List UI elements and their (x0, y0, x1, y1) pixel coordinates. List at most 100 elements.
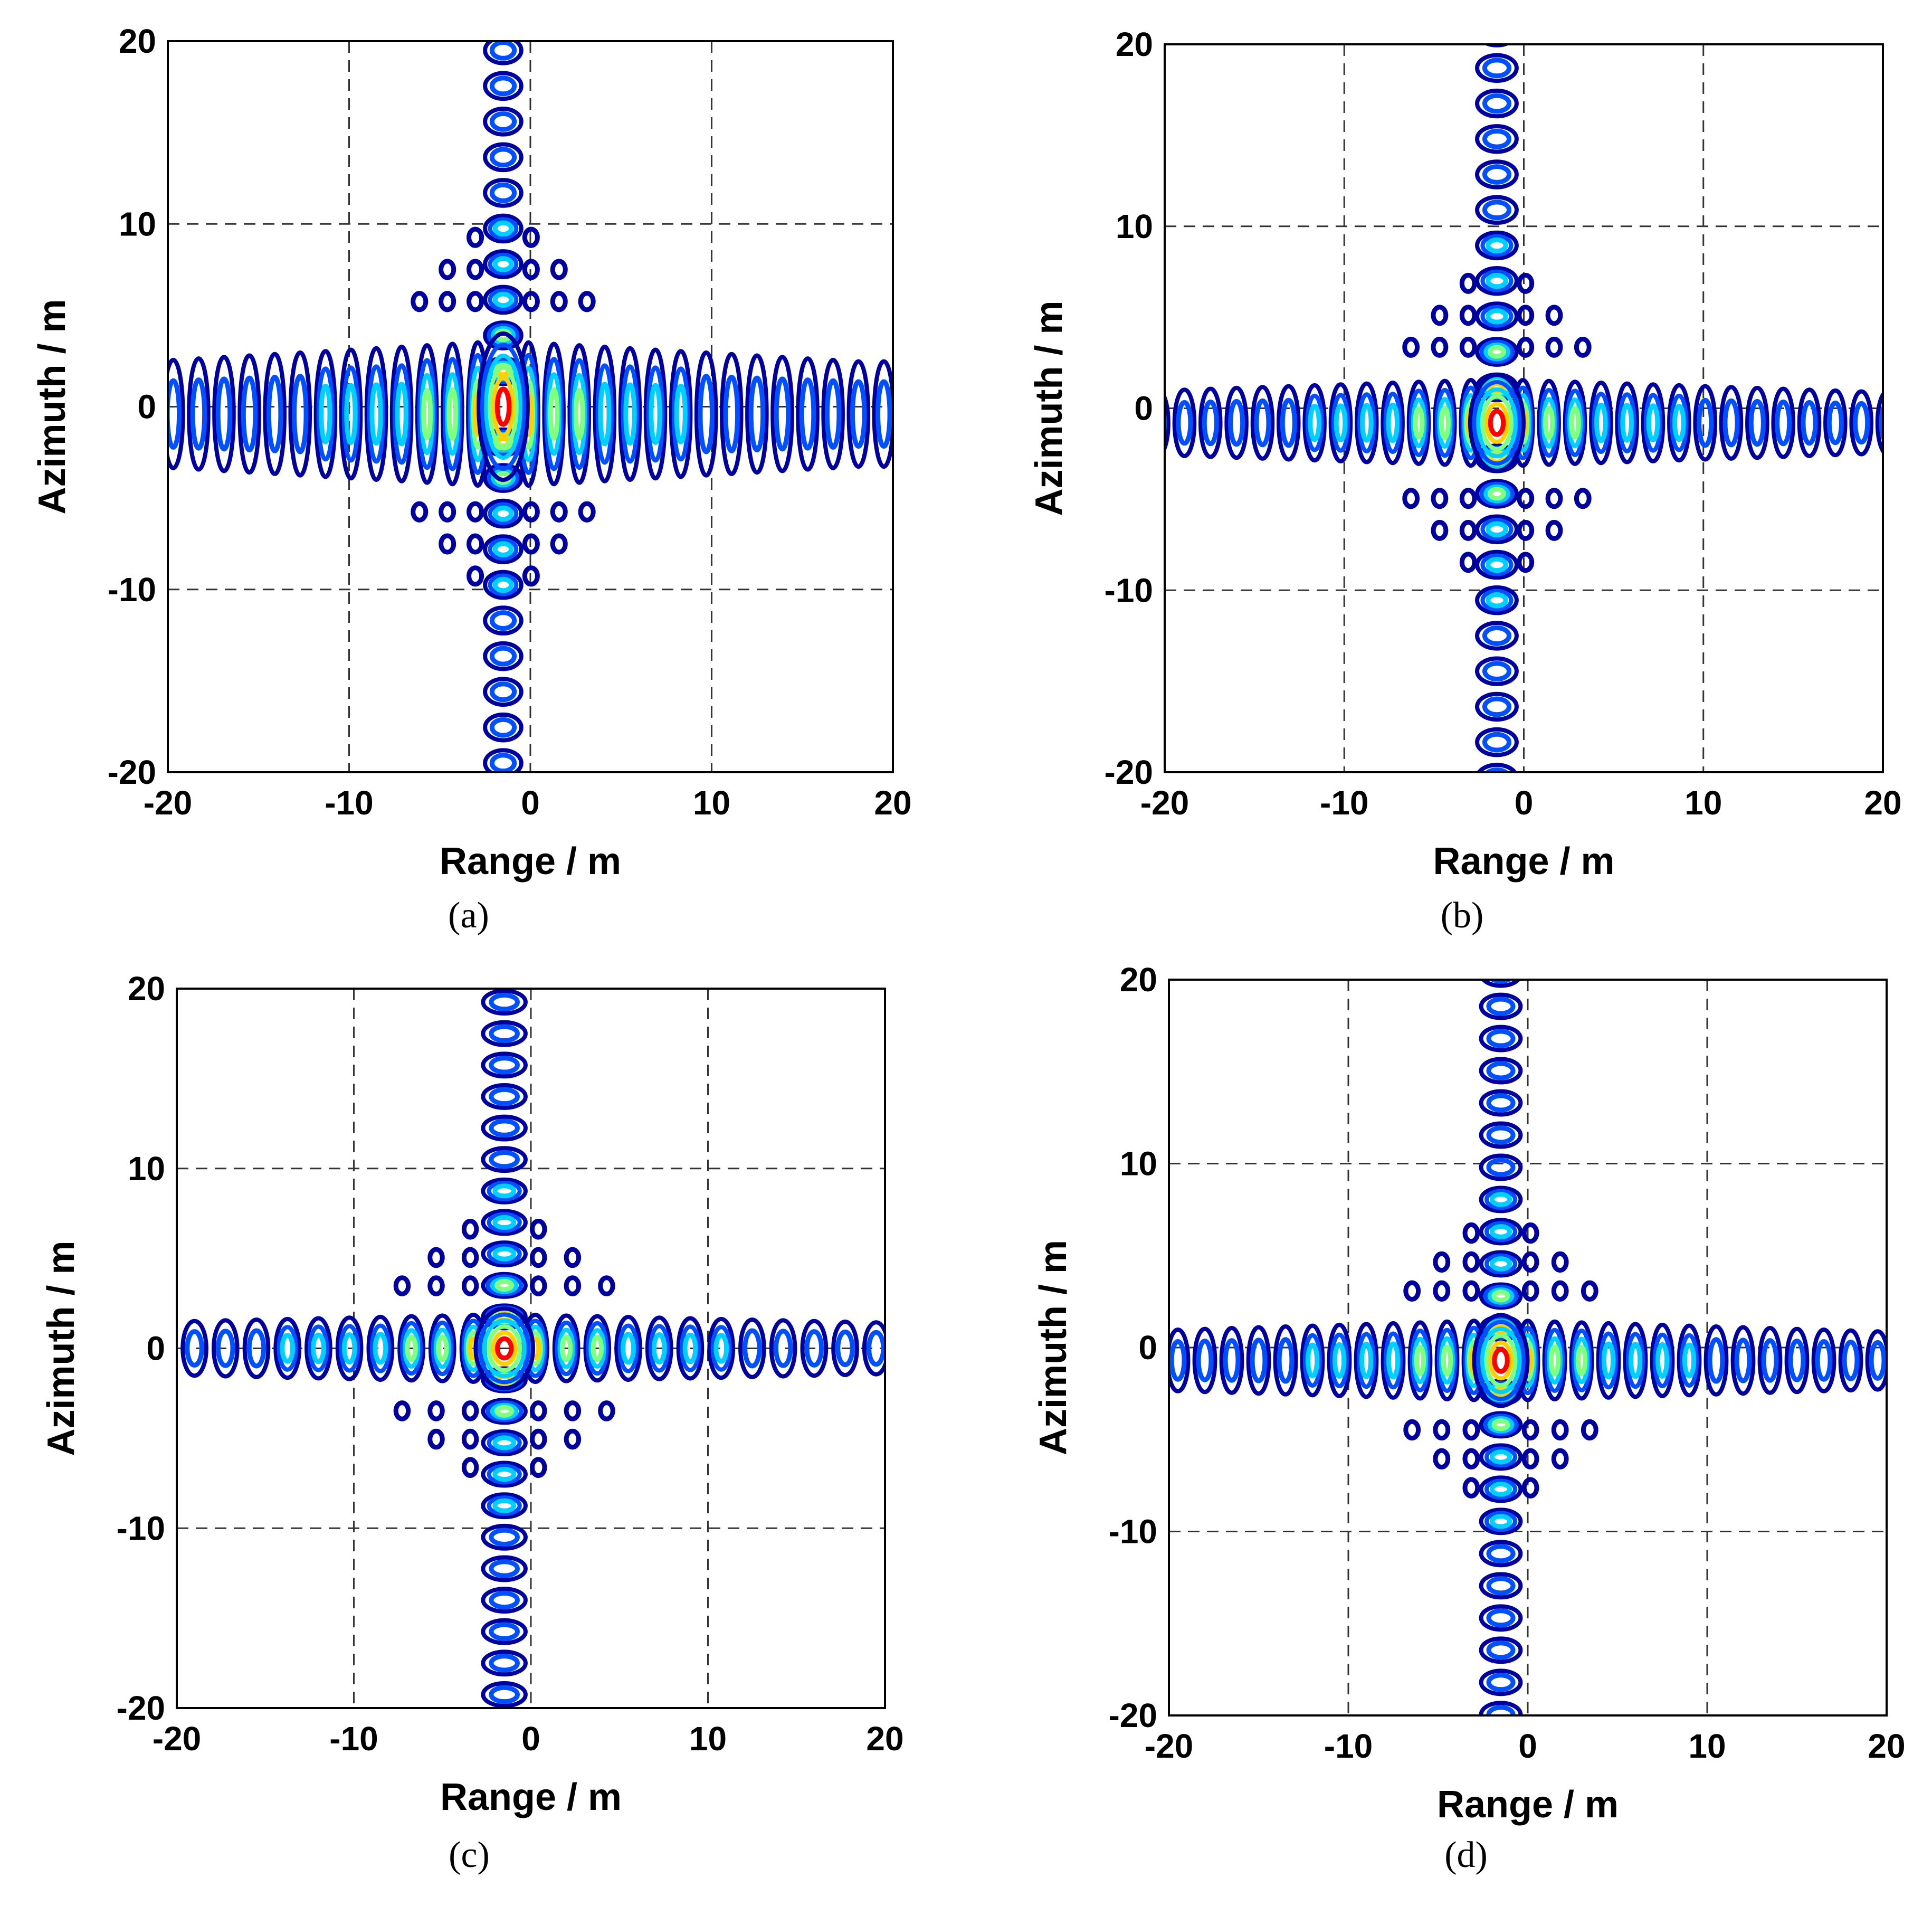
azimuth-sidelobe (1479, 1604, 1523, 1632)
contour-level-0 (366, 1314, 395, 1382)
contour-level-3 (1414, 1344, 1426, 1376)
contour-level-0 (1823, 388, 1848, 458)
contour-level-0 (180, 1319, 208, 1378)
y-tick-label: 20 (119, 22, 156, 60)
contour-level-0 (1521, 1280, 1539, 1302)
contour-level-0 (1551, 1448, 1569, 1470)
range-sidelobe (800, 1319, 829, 1378)
contour-level-2 (1486, 556, 1508, 573)
contour-level-0 (1517, 305, 1535, 326)
contour-level-0 (427, 1247, 445, 1268)
contour-level-1 (338, 1324, 360, 1373)
contour-level-1 (400, 1321, 423, 1376)
contour-level-1 (1801, 400, 1818, 446)
contour-level-0 (427, 1400, 445, 1421)
contour-level-1 (1479, 339, 1515, 364)
range-sidelobe (397, 1314, 425, 1383)
contour-level-1 (1486, 1641, 1516, 1660)
contour-level-1 (850, 379, 867, 449)
y-axis-label: Azimuth / m (1028, 301, 1070, 516)
contour-level-1 (1486, 1093, 1516, 1113)
range-sidelobe (1730, 1325, 1756, 1396)
cross-sidelobe (1459, 336, 1477, 358)
x-tick-label: -10 (325, 784, 374, 822)
azimuth-sidelobe (1475, 53, 1519, 83)
y-tick-label: 0 (137, 388, 156, 426)
contour-level-0 (1521, 1477, 1539, 1499)
azimuth-sidelobe (1475, 124, 1519, 154)
contour-level-2 (1486, 237, 1508, 254)
azimuth-sidelobe (1475, 727, 1519, 757)
contour-level-1 (489, 717, 517, 738)
azimuth-sidelobe (1479, 1443, 1523, 1471)
contour-level-1 (1617, 392, 1636, 453)
contour-level-2 (1489, 1449, 1512, 1465)
contour-level-1 (1383, 392, 1402, 454)
contour-level-1 (246, 1328, 267, 1369)
contour-level-2 (1332, 1342, 1347, 1379)
range-sidelobe (212, 355, 236, 473)
azimuth-sidelobe (1476, 763, 1518, 772)
cross-sidelobe (564, 1428, 582, 1450)
cross-sidelobe (467, 565, 484, 587)
x-tick-label: 20 (1868, 1727, 1905, 1765)
contour-level-0 (483, 498, 524, 529)
contour-level-0 (1517, 272, 1535, 294)
contour-level-0 (1574, 488, 1592, 509)
range-sidelobe (552, 1313, 580, 1383)
contour-level-0 (550, 501, 568, 523)
contour-level-1 (190, 377, 207, 451)
contour-level-1 (487, 1244, 522, 1265)
contour-level-0 (473, 1306, 536, 1390)
contour-level-0 (1771, 386, 1795, 459)
contour-level-1 (1599, 1331, 1618, 1390)
cross-sidelobe (1574, 488, 1592, 509)
contour-level-0 (1581, 1419, 1598, 1441)
contour-level-2 (402, 1328, 421, 1369)
cross-sidelobe (467, 291, 484, 312)
cross-sidelobe (1517, 336, 1535, 358)
azimuth-sidelobe (481, 1523, 528, 1551)
x-tick-label: -20 (1145, 1727, 1194, 1765)
contour-level-1 (489, 1087, 520, 1106)
range-sidelobe (1563, 380, 1587, 466)
contour-level-0 (564, 1428, 582, 1450)
contour-level-3 (1441, 1344, 1453, 1377)
y-tick-label: -20 (1105, 753, 1154, 791)
contour-level-1 (488, 502, 519, 525)
contour-level-0 (1865, 1329, 1887, 1392)
contour-level-0 (1596, 1321, 1621, 1400)
contour-level-5 (1492, 1347, 1510, 1374)
range-sidelobe (263, 352, 287, 476)
contour-level-0 (694, 350, 718, 478)
azimuth-sidelobe (481, 1240, 528, 1268)
contour-level-0 (1521, 1448, 1539, 1470)
contour-level-1 (1480, 269, 1514, 292)
azimuth-sidelobe (1475, 265, 1519, 296)
contour-level-1 (489, 111, 517, 132)
range-sidelobe (1433, 378, 1457, 467)
contour-level-3 (573, 387, 585, 441)
x-tick-label: 0 (1518, 1727, 1537, 1765)
contour-level-0 (522, 533, 540, 555)
contour-level-1 (1305, 393, 1324, 452)
y-tick-label: 0 (1134, 390, 1153, 428)
contour-level-0 (1246, 1325, 1271, 1396)
azimuth-sidelobe (481, 1114, 528, 1142)
y-tick-label: 20 (1116, 25, 1153, 63)
contour-level-1 (1436, 1327, 1458, 1393)
range-sidelobe (1650, 1322, 1675, 1398)
contour-level-1 (1486, 1029, 1516, 1048)
contour-level-0 (1475, 265, 1519, 296)
contour-level-1 (369, 1323, 391, 1373)
contour-level-0 (1475, 621, 1519, 651)
cross-sidelobe (1517, 552, 1535, 573)
range-sidelobe (669, 349, 693, 479)
contour-level-1 (316, 366, 335, 462)
contour-level-3 (591, 1334, 604, 1362)
contour-level-0 (1169, 1327, 1191, 1393)
contour-level-3 (1575, 1344, 1588, 1376)
contour-level-0 (461, 1247, 479, 1268)
contour-level-1 (1250, 1338, 1268, 1383)
contour-level-2 (1594, 402, 1608, 443)
